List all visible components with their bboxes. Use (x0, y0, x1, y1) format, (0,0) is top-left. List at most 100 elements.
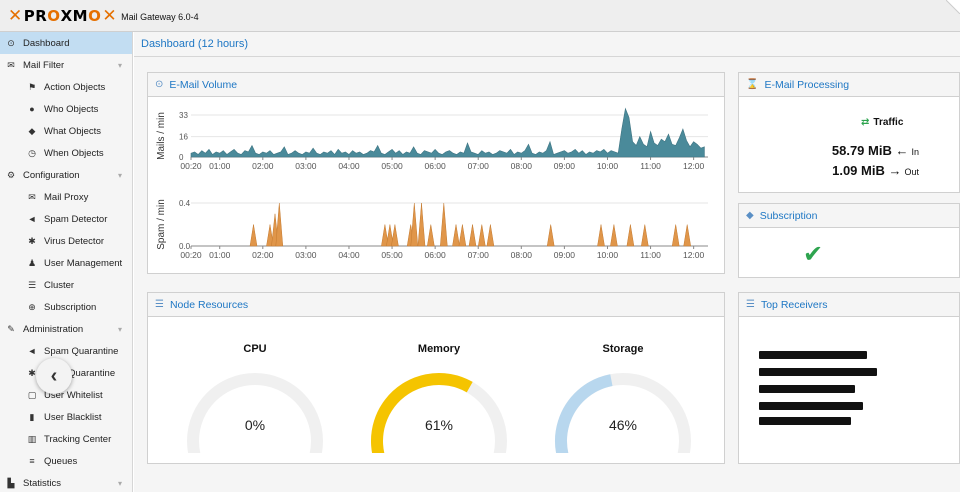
sidebar-item-virus-quarantine[interactable]: ✱ Virus Quarantine (0, 362, 132, 384)
chevron-down-icon[interactable]: ▾ (117, 60, 122, 70)
spam-spike (671, 224, 680, 247)
bug-icon: ✱ (28, 235, 36, 246)
spam-spike (410, 202, 419, 247)
node-resources-title: Node Resources (169, 298, 249, 311)
bar-chart-icon: ▙ (7, 477, 15, 488)
sidebar-item-cluster[interactable]: ☰ Cluster (0, 274, 132, 296)
proxmox-logo: ✕ PR O XM O ✕ (8, 5, 118, 26)
sidebar-item-label: Subscription (44, 301, 97, 313)
chevron-down-icon[interactable]: ▾ (117, 170, 122, 180)
sidebar-item-dashboard[interactable]: ⊙ Dashboard (0, 32, 132, 54)
wrench-icon: ✎ (7, 323, 15, 334)
sidebar-item-label: User Management (44, 257, 123, 269)
chevron-down-icon[interactable]: ▾ (117, 324, 122, 334)
email-volume-title: E-Mail Volume (169, 78, 238, 91)
sidebar-nav: ⊙ Dashboard ✉ Mail Filter ▾ ⚑ Action Objects ● W… (0, 32, 133, 492)
x-tick-label: 11:00 (640, 250, 661, 260)
sidebar-item-mail-proxy[interactable]: ✉ Mail Proxy (0, 186, 132, 208)
spam-spike (610, 224, 618, 247)
traffic-out-value: 1.09 MiB (832, 163, 885, 178)
traffic-label: Traffic (873, 117, 904, 128)
x-tick-label: 02:00 (252, 250, 274, 260)
server-icon: ☰ (27, 279, 37, 290)
x-tick-label: 08:00 (511, 161, 533, 171)
sidebar-item-user-management[interactable]: ♟ User Management (0, 252, 132, 274)
sidebar-item-action-objects[interactable]: ⚑ Action Objects (0, 76, 132, 98)
list-icon: ☰ (746, 299, 755, 310)
sidebar-item-label: User Blacklist (44, 411, 102, 423)
spam-spike (546, 224, 555, 247)
gauge-fill (371, 372, 473, 453)
x-tick-label: 12:00 (683, 250, 705, 260)
x-tick-label: 03:00 (295, 161, 317, 171)
sidebar-item-subscription[interactable]: ⊕ Subscription (0, 296, 132, 318)
bars-icon: ≡ (29, 456, 35, 466)
email-processing-panel: ⌛ E-Mail Processing ⇄ Traffic 58.79 MiB ← I… (738, 72, 960, 193)
sidebar-item-mail-filter[interactable]: ✉ Mail Filter ▾ (0, 54, 132, 76)
sidebar-item-configuration[interactable]: ⚙ Configuration ▾ (0, 164, 132, 186)
sidebar-item-label: Administration (23, 323, 84, 335)
gauge-arc (371, 372, 507, 453)
sidebar-item-user-blacklist[interactable]: ▮ User Blacklist (0, 406, 132, 428)
receivers-list (739, 317, 959, 463)
sidebar-item-label: Cluster (44, 279, 75, 291)
sidebar-item-queues[interactable]: ≡ Queues (0, 450, 132, 472)
y-axis-label: Spam / min (156, 199, 167, 250)
gauges-container: CPU 0% Memory 61% Storage 46% (148, 317, 724, 463)
top-bar: ✕ PR O XM O ✕ Mail Gateway 6.0-4 (0, 0, 960, 32)
chevron-down-icon[interactable]: ▾ (117, 478, 122, 488)
sidebar-item-when-objects[interactable]: ◷ When Objects (0, 142, 132, 164)
gauge-title: CPU (243, 343, 267, 355)
y-tick-label: 0 (179, 153, 184, 162)
cogs-icon: ⚙ (6, 169, 16, 180)
sidebar-item-label: Mail Filter (23, 59, 65, 71)
mail-volume-area (190, 107, 705, 158)
spam-spike (458, 224, 467, 247)
sidebar-item-label: Dashboard (23, 37, 70, 49)
spam-spike (440, 202, 448, 247)
collapse-sidebar-button[interactable]: ‹ (36, 358, 72, 394)
sidebar-item-label: Queues (44, 455, 78, 467)
spam-spike (626, 224, 635, 247)
sidebar-item-label: Virus Quarantine (44, 367, 116, 379)
sidebar-item-statistics[interactable]: ▙ Statistics ▾ (0, 472, 132, 492)
spam-spike (486, 224, 495, 247)
page-corner-icon (946, 0, 960, 14)
app-subtitle: Mail Gateway 6.0-4 (121, 12, 199, 22)
node-resources-panel: ☰ Node Resources CPU 0% Memory 61% Storage 46% (147, 292, 725, 464)
subscription-panel: ◆ Subscription ✔ (738, 203, 960, 278)
spam-spike (683, 224, 691, 247)
gauge-storage: Storage 46% (548, 317, 698, 457)
redacted-receiver (759, 417, 851, 425)
y-axis-label: Mails / min (156, 112, 167, 160)
sidebar-item-label: When Objects (44, 147, 104, 159)
sidebar-item-who-objects[interactable]: ● Who Objects (0, 98, 132, 120)
redacted-receiver (759, 368, 877, 376)
spam-spike (597, 224, 605, 247)
gauge-title: Storage (602, 343, 644, 355)
spam-spike (249, 224, 258, 247)
spam-spike (427, 224, 435, 247)
y-tick-label: 16 (179, 133, 188, 142)
y-tick-label: 0.4 (179, 199, 191, 208)
sidebar-item-virus-detector[interactable]: ✱ Virus Detector (0, 230, 132, 252)
x-tick-label: 10:00 (597, 161, 619, 171)
arrow-left-icon: ← (895, 143, 909, 158)
sidebar-item-spam-quarantine[interactable]: ◄ Spam Quarantine (0, 340, 132, 362)
sidebar-item-what-objects[interactable]: ◆ What Objects (0, 120, 132, 142)
sidebar-item-label: Tracking Center (44, 433, 112, 445)
sidebar-item-label: Virus Detector (44, 235, 105, 247)
sidebar-item-user-whitelist[interactable]: ▢ User Whitelist (0, 384, 132, 406)
spam-spike (266, 224, 274, 247)
email-processing-title: E-Mail Processing (764, 78, 850, 91)
y-tick-label: 0.0 (179, 242, 191, 251)
x-tick-label: 11:00 (640, 161, 661, 171)
redacted-receiver (759, 385, 855, 393)
sidebar-item-spam-detector[interactable]: ◄ Spam Detector (0, 208, 132, 230)
redacted-receiver (759, 402, 863, 410)
x-tick-label: 07:00 (468, 250, 490, 260)
x-tick-label: 01:00 (209, 250, 231, 260)
file-o-icon: ▢ (27, 389, 37, 400)
sidebar-item-tracking-center[interactable]: ▥ Tracking Center (0, 428, 132, 450)
sidebar-item-administration[interactable]: ✎ Administration ▾ (0, 318, 132, 340)
